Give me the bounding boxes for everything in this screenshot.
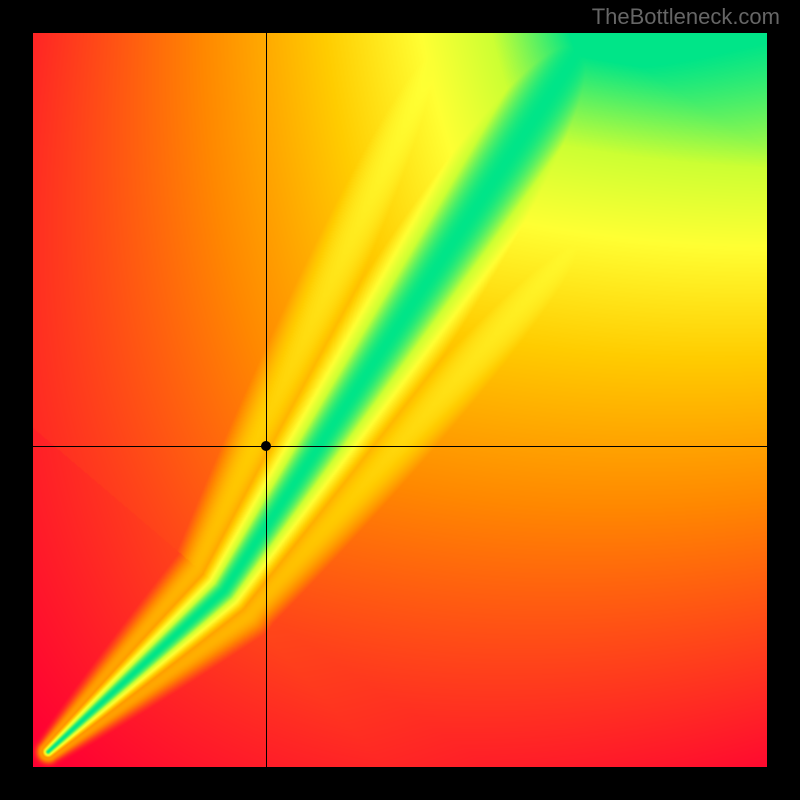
crosshair-horizontal bbox=[33, 446, 767, 447]
heatmap-canvas bbox=[33, 33, 767, 767]
plot-area bbox=[33, 33, 767, 767]
watermark-text: TheBottleneck.com bbox=[592, 4, 780, 30]
crosshair-vertical bbox=[266, 33, 267, 767]
crosshair-marker bbox=[261, 441, 271, 451]
chart-container: TheBottleneck.com bbox=[0, 0, 800, 800]
